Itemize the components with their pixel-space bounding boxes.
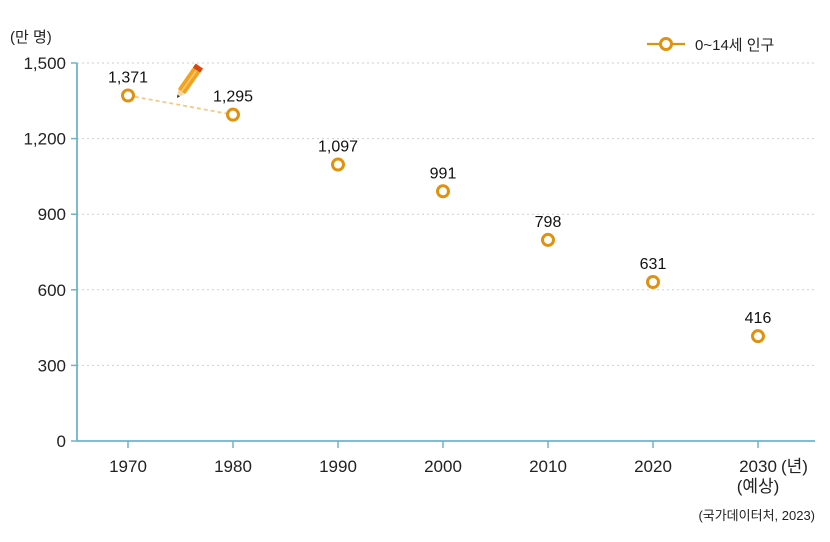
- y-tick-label: 1,200: [23, 130, 66, 149]
- data-point: [646, 274, 660, 289]
- x-tick-label: 2030: [739, 457, 777, 476]
- y-unit-label: (만 명): [10, 29, 52, 46]
- guide-dashed-line: [127, 94, 234, 116]
- x-note-label: (예상): [737, 477, 780, 496]
- data-label: 991: [430, 165, 457, 182]
- x-tick-label: 2000: [424, 457, 462, 476]
- data-point: [751, 329, 765, 344]
- data-point: [436, 184, 450, 199]
- data-label: 631: [640, 256, 667, 273]
- x-tick-label: 1990: [319, 457, 357, 476]
- y-tick-label: 600: [38, 281, 66, 300]
- source-note: (국가데이터처, 2023): [698, 508, 815, 523]
- data-label: 1,371: [108, 70, 148, 87]
- axes: [76, 63, 815, 442]
- y-tick-label: 1,500: [23, 54, 66, 73]
- data-label: 1,295: [213, 89, 253, 106]
- y-tick-label: 300: [38, 356, 66, 375]
- y-axis-ticks: 0 300 600 900 1,200 1,500: [23, 54, 77, 451]
- data-point: [541, 232, 555, 247]
- pencil-icon: [177, 63, 204, 98]
- data-point: [121, 88, 135, 103]
- data-point: [226, 107, 240, 122]
- x-axis-ticks: 1970 1980 1990 2000 2010 2020 2030 (년)(예상): [109, 441, 808, 496]
- data-points: [121, 88, 765, 344]
- y-tick-label: 900: [38, 205, 66, 224]
- data-label: 798: [535, 214, 562, 231]
- x-tick-label: 1980: [214, 457, 252, 476]
- x-tick-label: 2010: [529, 457, 567, 476]
- y-tick-label: 0: [57, 432, 66, 451]
- data-label: 416: [745, 310, 772, 327]
- x-unit-label: (년): [781, 457, 808, 476]
- data-point: [331, 157, 345, 172]
- data-labels: 1,371 1,295 1,097 991 798 631 416: [108, 70, 771, 328]
- guide-line: [127, 94, 234, 116]
- legend-marker-icon: [659, 37, 673, 51]
- gridlines: [77, 62, 815, 366]
- legend-label: 0~14세 인구: [695, 37, 774, 54]
- x-tick-label: 1970: [109, 457, 147, 476]
- x-tick-label: 2020: [634, 457, 672, 476]
- data-label: 1,097: [318, 139, 358, 156]
- legend: 0~14세 인구: [647, 37, 774, 54]
